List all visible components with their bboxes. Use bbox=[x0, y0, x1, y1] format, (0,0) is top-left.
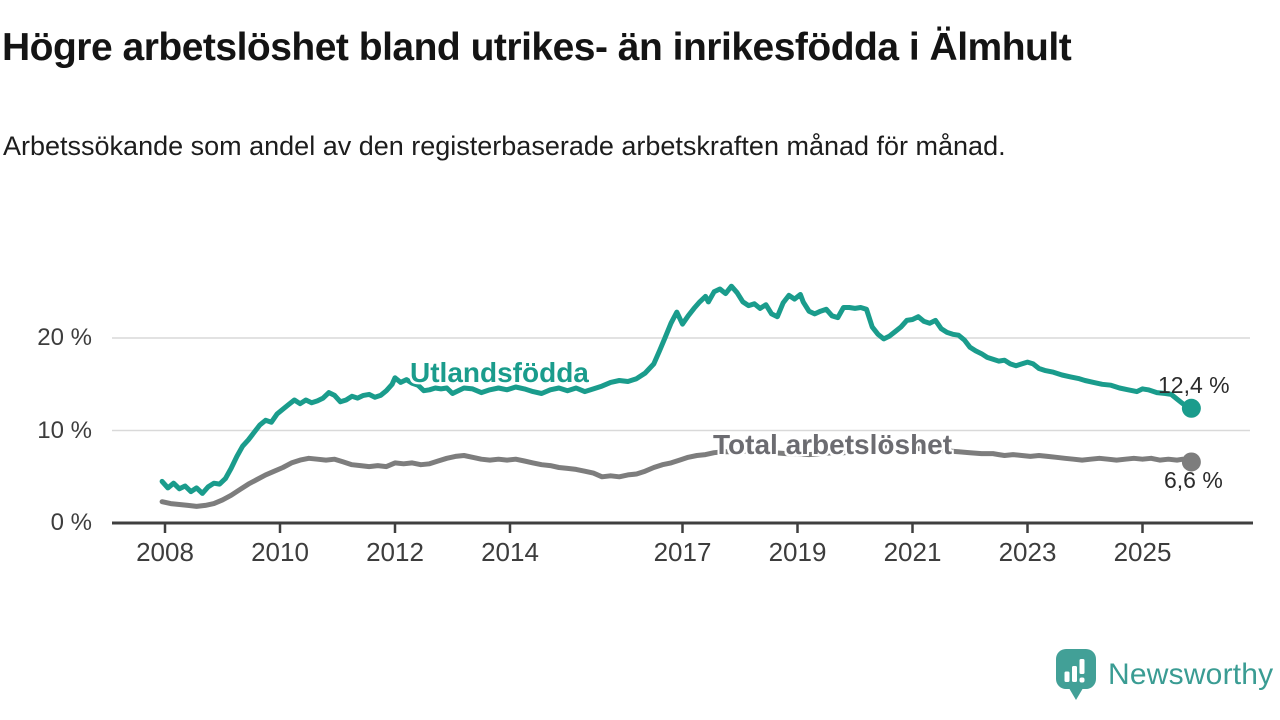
x-tick-label-2025: 2025 bbox=[1113, 537, 1172, 567]
x-tick-label-2012: 2012 bbox=[366, 537, 424, 567]
y-tick-label-20: 20 % bbox=[37, 324, 92, 351]
series-line-total-arbetsl-shet bbox=[159, 443, 1194, 509]
x-tick-label-2019: 2019 bbox=[768, 537, 827, 567]
series-label-total-arbetsloshet: Total arbetslöshet bbox=[713, 429, 953, 460]
series-label-utlandsfodda: Utlandsfödda bbox=[410, 357, 589, 388]
x-tick-label-2023: 2023 bbox=[998, 537, 1057, 567]
y-tick-label-0: 0 % bbox=[50, 509, 92, 536]
x-tick-label-2010: 2010 bbox=[251, 537, 309, 567]
newsworthy-logo: Newsworthy bbox=[1054, 648, 1273, 702]
end-dot-utlandsf-dda bbox=[1181, 398, 1201, 418]
x-tick-label-2014: 2014 bbox=[481, 537, 539, 567]
end-value-label-utlandsfodda: 12,4 % bbox=[1158, 372, 1230, 398]
y-tick-label-10: 10 % bbox=[37, 416, 92, 444]
newsworthy-bubble-chart-icon bbox=[1056, 649, 1096, 700]
x-tick-label-2021: 2021 bbox=[883, 537, 942, 567]
newsworthy-wordmark: Newsworthy bbox=[1108, 658, 1274, 691]
end-dot-total-arbetsl-shet bbox=[1181, 452, 1201, 472]
chart-title: Högre arbetslöshet bland utrikes- än inr… bbox=[2, 26, 1072, 69]
end-value-label-total: 6,6 % bbox=[1164, 467, 1223, 493]
x-tick-label-2008: 2008 bbox=[136, 537, 194, 567]
chart-subtitle: Arbetssökande som andel av den registerb… bbox=[3, 131, 1006, 161]
x-tick-label-2017: 2017 bbox=[653, 537, 712, 567]
series-line-utlandsf-dda bbox=[159, 283, 1194, 496]
